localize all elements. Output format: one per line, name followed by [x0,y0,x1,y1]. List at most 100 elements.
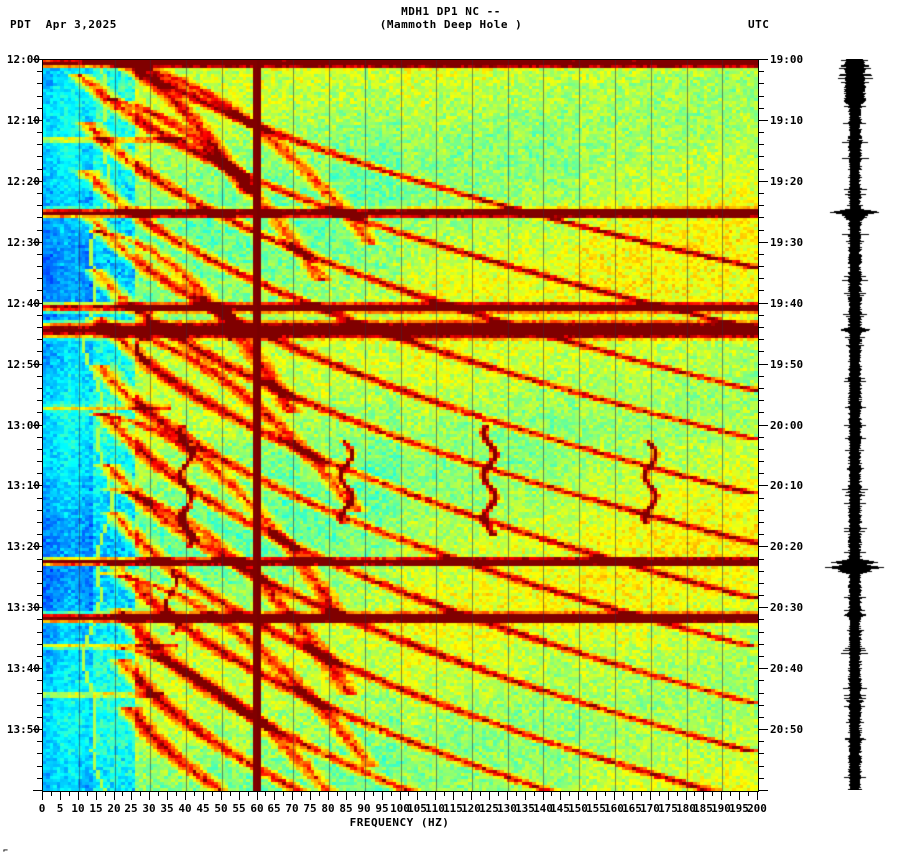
freq-axis-major-tick [257,792,258,800]
freq-axis-minor-tick [122,792,123,796]
freq-axis-minor-tick [551,792,552,796]
header-timezone-date: PDT Apr 3,2025 [10,18,117,31]
left-axis-minor-tick [37,778,42,779]
freq-axis-minor-tick [712,792,713,796]
left-axis-major-tick [33,485,42,486]
freq-axis-label: 195 [729,802,749,815]
freq-axis-major-tick [578,792,579,800]
freq-axis-label: 85 [339,802,353,815]
right-axis-minor-tick [759,193,764,194]
freq-axis-major-tick [596,792,597,800]
right-axis-minor-tick [759,473,764,474]
freq-axis-major-tick [507,792,508,800]
left-axis-minor-tick [37,534,42,535]
right-axis-minor-tick [759,717,764,718]
right-axis-major-tick [759,120,768,121]
right-axis-minor-tick [759,156,764,157]
right-axis-minor-tick [759,656,764,657]
freq-axis-label: 130 [497,802,517,815]
freq-axis-major-tick [78,792,79,800]
freq-axis-major-tick [525,792,526,800]
right-axis-minor-tick [759,400,764,401]
freq-axis-label: 95 [375,802,389,815]
freq-axis-major-tick [221,792,222,800]
right-axis-major-tick [759,729,768,730]
freq-axis-major-tick [292,792,293,800]
left-axis-label: 12:50 [6,358,40,371]
right-axis-label: 19:10 [770,114,804,127]
left-axis-minor-tick [37,412,42,413]
left-axis-minor-tick [37,254,42,255]
right-axis-minor-tick [759,705,764,706]
freq-axis-minor-tick [194,792,195,796]
freq-axis-major-tick [131,792,132,800]
left-axis-minor-tick [37,108,42,109]
right-axis-minor-tick [759,388,764,389]
freq-axis-major-tick [96,792,97,800]
freq-axis-label: 125 [479,802,499,815]
right-axis-major-tick [759,242,768,243]
right-axis-minor-tick [759,571,764,572]
left-axis-minor-tick [37,498,42,499]
freq-axis-major-tick [114,792,115,800]
freq-axis-minor-tick [408,792,409,796]
freq-axis-minor-tick [462,792,463,796]
left-axis-major-tick [33,120,42,121]
left-axis-minor-tick [37,266,42,267]
freq-axis-major-tick [274,792,275,800]
left-axis-major-tick [33,546,42,547]
freq-axis-label: 55 [232,802,246,815]
right-axis-major-tick [759,364,768,365]
right-axis-minor-tick [759,339,764,340]
left-axis-major-tick [33,242,42,243]
seismogram-trace [820,59,892,790]
left-axis-label: 12:20 [6,175,40,188]
freq-axis-minor-tick [373,792,374,796]
right-axis-minor-tick [759,632,764,633]
corner-mark: ⌐ [3,846,8,855]
left-axis-minor-tick [37,449,42,450]
left-axis-minor-tick [37,571,42,572]
right-axis-minor-tick [759,693,764,694]
right-axis-minor-tick [759,83,764,84]
right-axis-minor-tick [759,559,764,560]
left-axis-major-tick [33,364,42,365]
freq-axis-label: 105 [407,802,427,815]
freq-axis-label: 135 [515,802,535,815]
right-axis-minor-tick [759,595,764,596]
left-axis-minor-tick [37,83,42,84]
right-axis-minor-tick [759,217,764,218]
right-axis-minor-tick [759,290,764,291]
page-subtitle: (Mammoth Deep Hole ) [379,18,523,31]
freq-axis-major-tick [435,792,436,800]
freq-axis-label: 30 [142,802,156,815]
right-axis-minor-tick [759,278,764,279]
freq-axis-minor-tick [498,792,499,796]
freq-axis-label: 80 [321,802,335,815]
freq-axis-label: 15 [89,802,103,815]
left-axis-minor-tick [37,680,42,681]
freq-axis-major-tick [185,792,186,800]
freq-axis-major-tick [721,792,722,800]
freq-axis-major-tick [328,792,329,800]
freq-axis-minor-tick [623,792,624,796]
right-axis-minor-tick [759,741,764,742]
freq-axis-minor-tick [659,792,660,796]
freq-axis-major-tick [382,792,383,800]
left-axis-minor-tick [37,230,42,231]
left-axis-minor-tick [37,217,42,218]
freq-axis-label: 120 [461,802,481,815]
left-axis-minor-tick [37,510,42,511]
freq-axis-major-tick [310,792,311,800]
spectrogram-plot[interactable] [42,59,759,792]
freq-axis-major-tick [614,792,615,800]
left-axis-label: 12:10 [6,114,40,127]
right-axis-minor-tick [759,437,764,438]
freq-axis-major-tick [668,792,669,800]
freq-axis-label: 140 [533,802,553,815]
freq-axis-minor-tick [534,792,535,796]
left-axis-label: 13:50 [6,723,40,736]
freq-axis-major-tick [400,792,401,800]
right-axis-label: 19:00 [770,53,804,66]
right-axis-major-tick [759,425,768,426]
